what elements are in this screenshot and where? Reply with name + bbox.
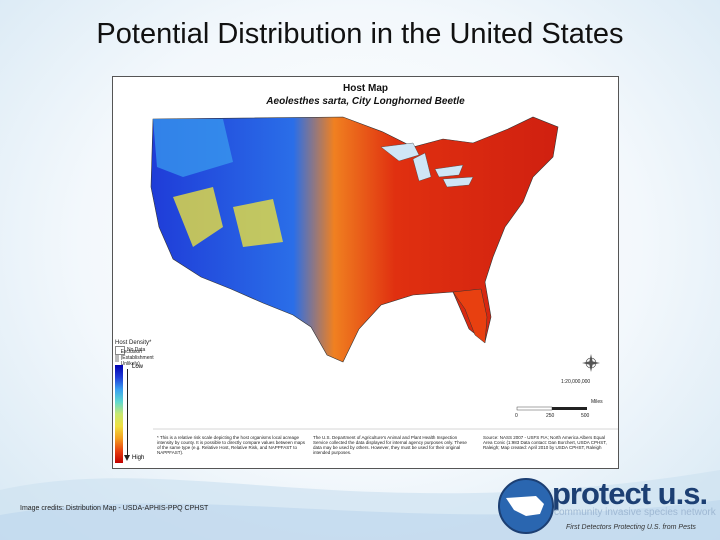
protect-us-logo: protect u.s. community invasive species … [496, 474, 716, 538]
map-note-left: * This is a relative risk scale depictin… [157, 435, 305, 455]
west-green-patches [153, 119, 233, 177]
map-subheading: Aeolesthes sarta, City Longhorned Beetle [266, 96, 465, 107]
legend-color-ramp [115, 365, 123, 463]
north-arrow-icon [582, 354, 600, 372]
exclusion-swatch [115, 354, 119, 362]
legend-no-data: No Data [127, 347, 146, 353]
map-note-right: Source: NASS 2007 - USFS FIA; North Amer… [483, 435, 607, 450]
logo-tagline: First Detectors Protecting U.S. from Pes… [566, 524, 696, 531]
legend-arrow [127, 369, 128, 457]
florida [452, 288, 488, 344]
legend-high: High [132, 455, 145, 461]
image-credits: Image credits: Distribution Map - USDA-A… [20, 505, 209, 512]
scale-tick-500: 500 [581, 413, 590, 419]
map-legend: Host Density* No Data Exclusion (Establi… [115, 340, 155, 367]
scale-ratio: 1:20,000,000 [561, 379, 591, 385]
logo-brand: protect u.s. [552, 476, 708, 511]
legend-title: Host Density* [115, 340, 152, 346]
no-data-swatch [115, 345, 125, 355]
legend-exclusion: Exclusion (Establishment Unlikely) [120, 349, 154, 367]
slide-title: Potential Distribution in the United Sta… [96, 18, 624, 50]
map-heading: Host Map [343, 83, 388, 94]
scale-tick-0: 0 [515, 413, 518, 419]
scale-miles: Miles [591, 399, 603, 405]
globe-icon [498, 478, 554, 534]
scale-bar [516, 406, 587, 411]
host-map: Host Map Aeolesthes sarta, City Longhorn… [112, 76, 619, 469]
map-note-mid: The U.S. Department of Agriculture's Ani… [313, 435, 467, 455]
west-yellow-patches [173, 187, 283, 247]
us-density-map [150, 116, 618, 430]
great-lakes [380, 142, 474, 188]
legend-low: Low [132, 364, 144, 370]
legend-arrow-icon [124, 455, 130, 461]
scale-tick-250: 250 [546, 413, 555, 419]
logo-subtitle: community invasive species network [554, 507, 716, 518]
